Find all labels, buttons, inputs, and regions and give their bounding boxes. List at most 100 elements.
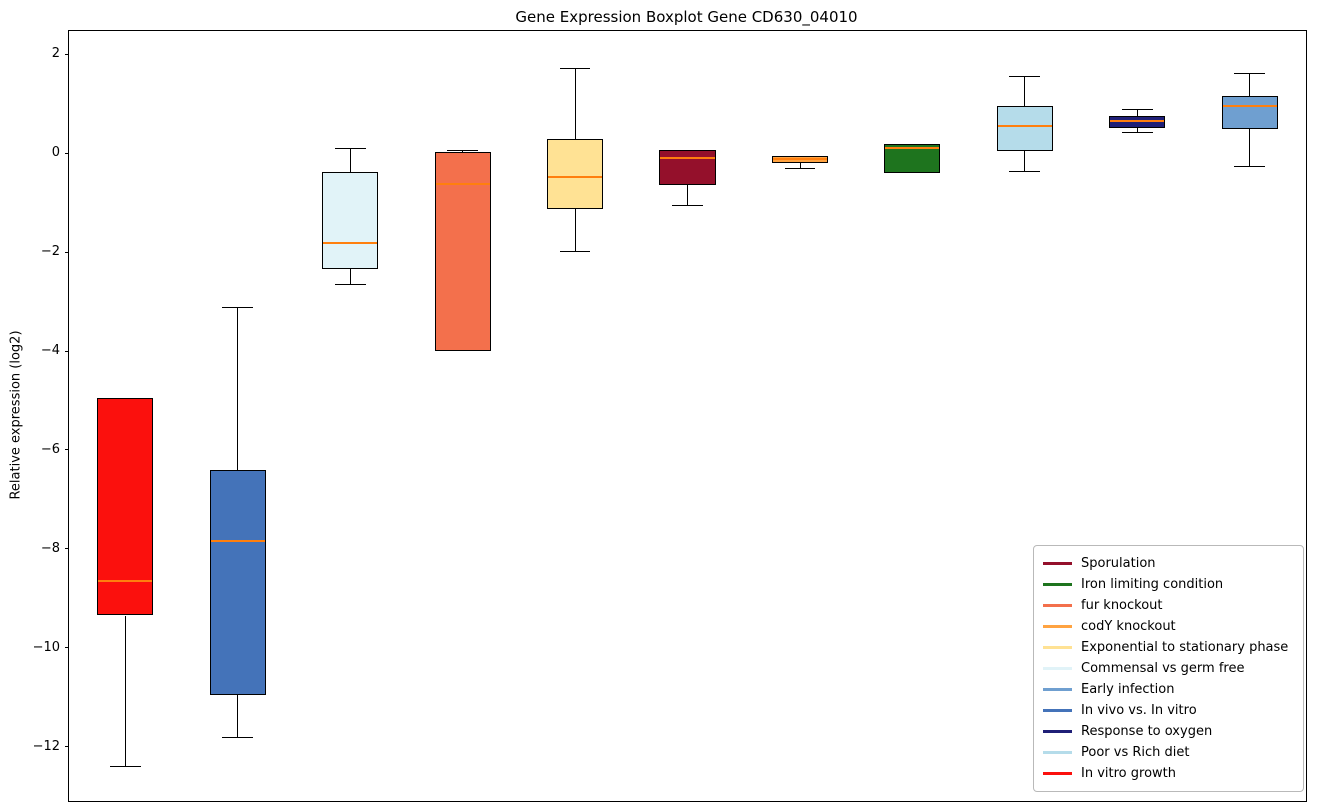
y-tick-label: −2 <box>40 244 60 260</box>
y-tick-mark <box>65 548 69 550</box>
whisker-line <box>1024 76 1026 107</box>
legend-label: Commensal vs germ free <box>1081 661 1245 676</box>
median-line <box>997 125 1052 127</box>
legend-swatch <box>1043 646 1072 649</box>
legend-label: In vitro growth <box>1081 766 1176 781</box>
whisker-line <box>237 694 239 737</box>
whisker-line <box>349 148 351 172</box>
y-tick-label: −6 <box>40 441 60 457</box>
legend: Sporulation Iron limiting condition fur kn… <box>1033 545 1304 792</box>
legend-label: Early infection <box>1081 682 1175 697</box>
whisker-cap <box>222 736 254 738</box>
boxplot-box <box>209 469 266 695</box>
legend-item: codY knockout <box>1043 616 1293 637</box>
y-tick-mark <box>65 746 69 748</box>
y-tick-label: −8 <box>40 540 60 556</box>
whisker-cap <box>559 251 591 253</box>
whisker-line <box>1024 151 1026 171</box>
y-tick-label: 2 <box>51 46 60 62</box>
boxplot-box <box>659 149 716 186</box>
whisker-cap <box>1121 109 1153 111</box>
whisker-line <box>574 67 576 140</box>
y-axis-label: Relative expression (log2) <box>8 330 24 500</box>
legend-item: fur knockout <box>1043 595 1293 616</box>
y-tick-label: −4 <box>40 343 60 358</box>
legend-item: Response to oxygen <box>1043 721 1293 742</box>
median-line <box>547 175 603 178</box>
whisker-line <box>1136 109 1138 116</box>
legend-item: Poor vs Rich diet <box>1043 742 1293 763</box>
whisker-line <box>574 209 576 251</box>
legend-item: Sporulation <box>1043 553 1293 574</box>
legend-label: Exponential to stationary phase <box>1081 640 1289 655</box>
y-tick-mark <box>65 647 69 649</box>
whisker-cap <box>1009 76 1041 77</box>
whisker-cap <box>222 306 254 308</box>
whisker-cap <box>1234 73 1266 74</box>
y-tick-mark <box>65 53 69 55</box>
median-line <box>98 579 153 582</box>
boxplot-box <box>1109 116 1166 128</box>
whisker-line <box>237 306 239 470</box>
legend-item: Iron limiting condition <box>1043 574 1293 595</box>
legend-label: In vivo vs. In vitro <box>1081 703 1197 718</box>
legend-swatch <box>1043 730 1072 733</box>
legend-swatch <box>1043 751 1072 754</box>
y-tick-label: −12 <box>32 738 60 754</box>
whisker-cap <box>1234 166 1266 167</box>
legend-label: fur knockout <box>1081 598 1163 613</box>
whisker-line <box>799 163 801 168</box>
whisker-cap <box>334 284 366 286</box>
legend-item: Early infection <box>1043 679 1293 700</box>
y-tick-mark <box>65 350 69 352</box>
whisker-line <box>349 269 351 285</box>
whisker-cap <box>1121 132 1153 134</box>
legend-swatch <box>1043 709 1072 712</box>
legend-swatch <box>1043 772 1072 775</box>
legend-label: codY knockout <box>1081 619 1176 634</box>
median-line <box>1222 105 1277 108</box>
median-line <box>885 147 940 150</box>
legend-swatch <box>1043 583 1072 586</box>
legend-item: In vitro growth <box>1043 763 1293 784</box>
median-line <box>435 183 490 186</box>
legend-swatch <box>1043 667 1072 670</box>
whisker-line <box>687 185 688 206</box>
whisker-line <box>462 149 464 153</box>
whisker-cap <box>109 766 141 768</box>
legend-label: Poor vs Rich diet <box>1081 745 1190 760</box>
whisker-cap <box>784 168 816 169</box>
median-line <box>323 242 378 245</box>
boxplot-box <box>1221 96 1278 130</box>
plot-area: 2 0 −2 −4 −6 −8 −10 −12 <box>33 30 1307 802</box>
y-tick-label: 0 <box>51 145 60 161</box>
median-line <box>772 157 827 160</box>
whisker-line <box>1249 129 1251 166</box>
median-line <box>660 157 715 160</box>
legend-label: Iron limiting condition <box>1081 577 1224 592</box>
legend-swatch <box>1043 604 1072 607</box>
y-tick-label: −10 <box>32 639 60 655</box>
chart-title: Gene Expression Boxplot Gene CD630_04010 <box>515 8 858 26</box>
legend-swatch <box>1043 625 1072 628</box>
boxplot-box <box>434 152 491 351</box>
whisker-line <box>124 615 126 767</box>
whisker-cap <box>1009 171 1041 172</box>
legend-swatch <box>1043 562 1072 565</box>
boxplot-box <box>97 397 154 616</box>
median-line <box>210 540 265 543</box>
legend-item: Exponential to stationary phase <box>1043 637 1293 658</box>
whisker-cap <box>334 148 366 150</box>
whisker-line <box>1249 73 1251 97</box>
legend-item: Commensal vs germ free <box>1043 658 1293 679</box>
median-line <box>1110 120 1165 122</box>
whisker-cap <box>672 205 703 207</box>
legend-label: Sporulation <box>1081 556 1156 571</box>
whisker-cap <box>559 67 591 69</box>
whisker-cap <box>447 149 478 151</box>
legend-item: In vivo vs. In vitro <box>1043 700 1293 721</box>
boxplot-box <box>546 139 604 209</box>
legend-swatch <box>1043 688 1072 691</box>
y-tick-mark <box>65 449 69 451</box>
